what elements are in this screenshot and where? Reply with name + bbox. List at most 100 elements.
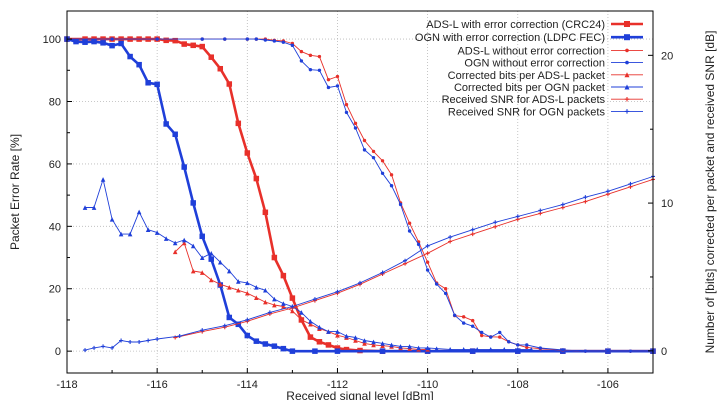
y2-tick-label: 20 (661, 50, 673, 62)
data-point (217, 282, 223, 287)
data-point (538, 208, 543, 213)
data-point (470, 227, 475, 232)
data-point (280, 345, 287, 352)
legend-label: Corrected bits per ADS-L packet (448, 70, 605, 82)
data-point (317, 54, 322, 59)
y-axis-label: Packet Error Rate [%] (8, 134, 22, 250)
data-point (407, 229, 412, 233)
data-point (308, 321, 313, 327)
legend: ADS-L with error correction (CRC24)OGN w… (415, 19, 643, 118)
data-point (146, 338, 151, 343)
data-point (73, 38, 79, 45)
data-point (628, 349, 633, 353)
data-point (362, 148, 367, 152)
data-point (353, 126, 358, 130)
legend-label: Received SNR for ADS-L packets (442, 94, 606, 106)
x-tick-label: -106 (597, 379, 619, 391)
tick-labels: -118 -116 -114 -112 -110 -108 -106020406080100… (43, 34, 674, 391)
data-point (172, 37, 178, 44)
legend-swatch-marker (624, 84, 630, 90)
data-point (447, 347, 453, 352)
data-point (110, 37, 114, 41)
data-point (434, 346, 439, 351)
legend-item: OGN without error correction (464, 58, 643, 70)
data-point (200, 328, 205, 333)
data-point (498, 335, 502, 339)
axes (66, 10, 654, 374)
legend-swatch-marker (624, 34, 630, 41)
data-point (290, 43, 295, 48)
data-point (628, 181, 633, 186)
legend-label: OGN with error correction (LDPC FEC) (415, 32, 605, 44)
x-axis-label: Received signal level [dBm] (286, 389, 433, 400)
data-point (92, 345, 97, 350)
data-point (145, 80, 151, 86)
data-point (128, 339, 133, 344)
data-point (299, 59, 304, 63)
data-point (561, 348, 565, 352)
data-point (136, 61, 142, 68)
data-point (118, 231, 124, 237)
data-point (501, 347, 507, 352)
data-point (127, 231, 133, 237)
legend-item: OGN with error correction (LDPC FEC) (415, 32, 643, 44)
data-point (583, 349, 588, 353)
x-tick-label: -118 (56, 379, 77, 391)
data-point (208, 277, 214, 283)
data-point (262, 341, 269, 347)
data-point (425, 260, 430, 264)
data-point (515, 214, 520, 219)
data-point (525, 345, 529, 350)
data-point (312, 348, 318, 354)
series-7 (83, 174, 655, 353)
data-point (362, 138, 367, 143)
data-point (448, 239, 453, 244)
data-point (119, 338, 124, 343)
data-point (91, 205, 97, 210)
data-point (443, 291, 448, 296)
legend-swatch-marker (624, 72, 630, 78)
data-point (208, 251, 214, 256)
data-point (425, 243, 430, 248)
data-point (245, 290, 250, 296)
data-point (289, 348, 296, 354)
legend-swatch-marker (624, 21, 630, 27)
data-point (271, 254, 278, 261)
data-point (425, 268, 430, 272)
data-point (235, 287, 241, 293)
data-point (226, 285, 232, 290)
data-point (154, 81, 160, 88)
data-point (380, 270, 385, 275)
data-point (223, 37, 227, 41)
data-point (308, 318, 313, 324)
data-point (335, 333, 340, 338)
data-point (235, 120, 242, 127)
data-point (605, 189, 610, 194)
y2-tick-label: 10 (661, 198, 673, 210)
data-point (480, 333, 484, 338)
data-point (263, 38, 268, 42)
data-point (199, 43, 205, 50)
data-point (344, 110, 349, 115)
data-point (307, 334, 314, 340)
data-point (109, 217, 115, 222)
data-point (101, 344, 106, 349)
data-point (82, 39, 88, 45)
data-point (389, 173, 394, 177)
data-point (245, 280, 250, 286)
data-point (344, 102, 349, 107)
data-point (335, 289, 340, 294)
x-tick-label: -114 (237, 379, 258, 391)
legend-item: Corrected bits per ADS-L packet (448, 70, 643, 82)
legend-item: ADS-L with error correction (CRC24) (426, 19, 643, 31)
data-point (163, 37, 169, 44)
data-point (245, 317, 250, 322)
data-point (353, 335, 358, 340)
data-point (335, 329, 340, 334)
data-point (299, 317, 304, 323)
data-point (326, 85, 331, 90)
data-point (474, 347, 480, 352)
data-point (380, 171, 385, 175)
legend-item: Received SNR for OGN packets (448, 106, 643, 118)
series-3 (65, 37, 655, 353)
